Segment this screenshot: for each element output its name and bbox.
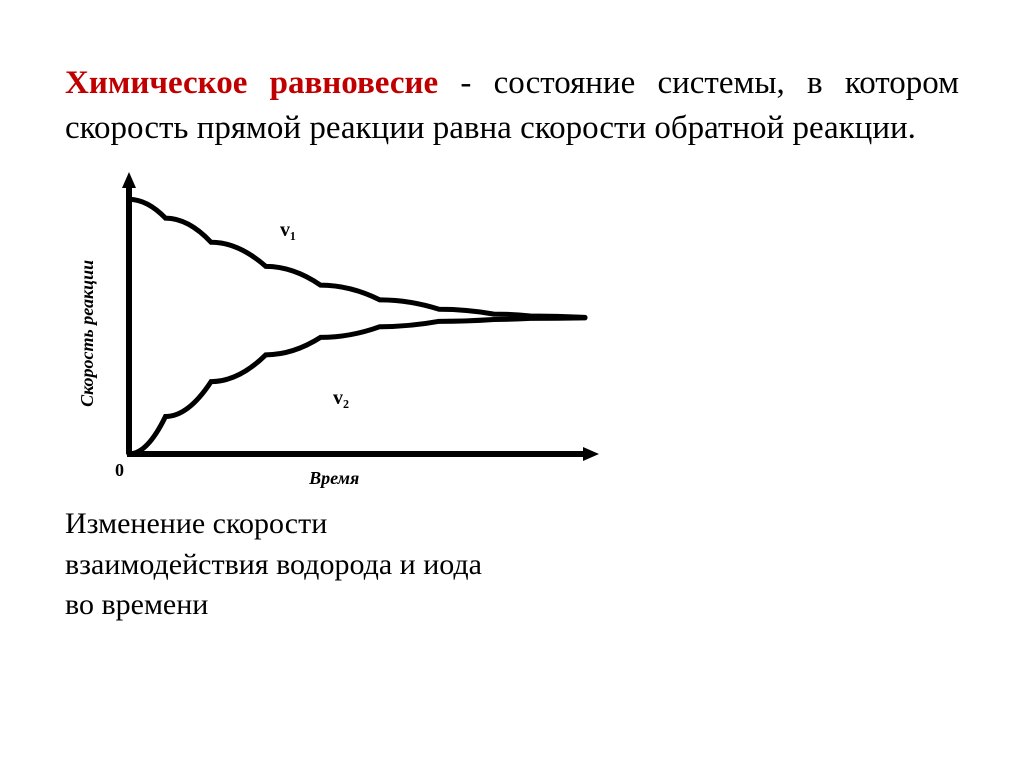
svg-text:0: 0 bbox=[115, 460, 124, 480]
svg-text:v₁: v₁ bbox=[280, 219, 296, 241]
chart-caption: Изменение скорости взаимодействия водоро… bbox=[65, 504, 515, 626]
definition-text: Химическое равновесие - состояние систем… bbox=[65, 61, 959, 150]
svg-text:v₂: v₂ bbox=[333, 387, 349, 409]
chart-container: v₁ v₂ Скорость реакции 0 Время Изменение ско… bbox=[65, 168, 615, 626]
svg-text:Время: Время bbox=[308, 468, 359, 488]
svg-text:Скорость реакции: Скорость реакции bbox=[77, 260, 97, 407]
equilibrium-chart: v₁ v₂ Скорость реакции 0 Время bbox=[65, 168, 605, 498]
term: Химическое равновесие bbox=[65, 65, 438, 101]
